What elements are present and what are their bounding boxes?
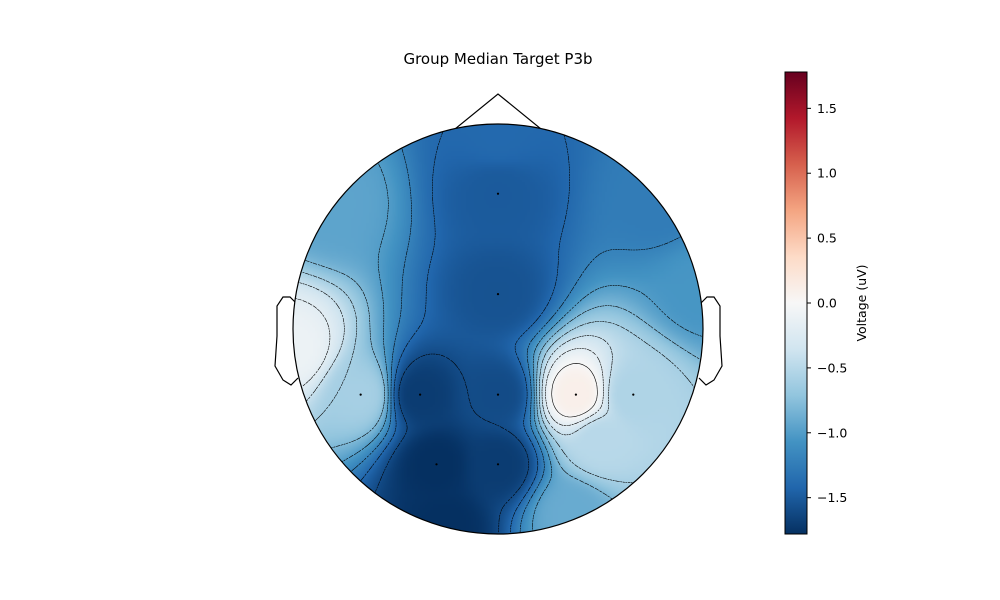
sensor-marker: [574, 393, 578, 396]
sensor-marker: [359, 393, 362, 396]
sensor-marker: [496, 463, 500, 466]
colorbar-tick-label: −1.0: [817, 425, 847, 440]
colorbar-tick-label: −1.5: [817, 490, 847, 505]
head-outline: [292, 123, 704, 535]
colorbar-tick-label: 0.0: [817, 296, 837, 311]
contour-line: [551, 363, 598, 418]
voltage-field: [293, 124, 703, 534]
sensor-marker: [496, 393, 500, 396]
sensor-marker: [632, 393, 635, 396]
nose-outline: [454, 93, 542, 130]
colorbar-tick-label: −0.5: [817, 360, 847, 375]
sensor-markers: [359, 192, 635, 466]
colorbar-tick-label: 1.5: [817, 101, 837, 116]
colorbar-tick-label: 1.0: [817, 166, 837, 181]
chart-title: Group Median Target P3b: [403, 50, 592, 68]
left-ear-outline: [274, 296, 299, 386]
colorbar: [785, 72, 807, 534]
colorbar-tick-label: 0.5: [817, 231, 837, 246]
colorbar-ticks: −1.5 −1.0 −0.5 0.0 0.5 1.0 1.5: [807, 101, 847, 505]
sensor-marker: [496, 192, 500, 195]
sensor-marker: [435, 463, 438, 466]
sensor-marker: [496, 293, 500, 296]
right-ear-outline: [698, 296, 723, 386]
colorbar-label: Voltage (uV): [854, 264, 869, 341]
sensor-marker: [419, 393, 422, 396]
